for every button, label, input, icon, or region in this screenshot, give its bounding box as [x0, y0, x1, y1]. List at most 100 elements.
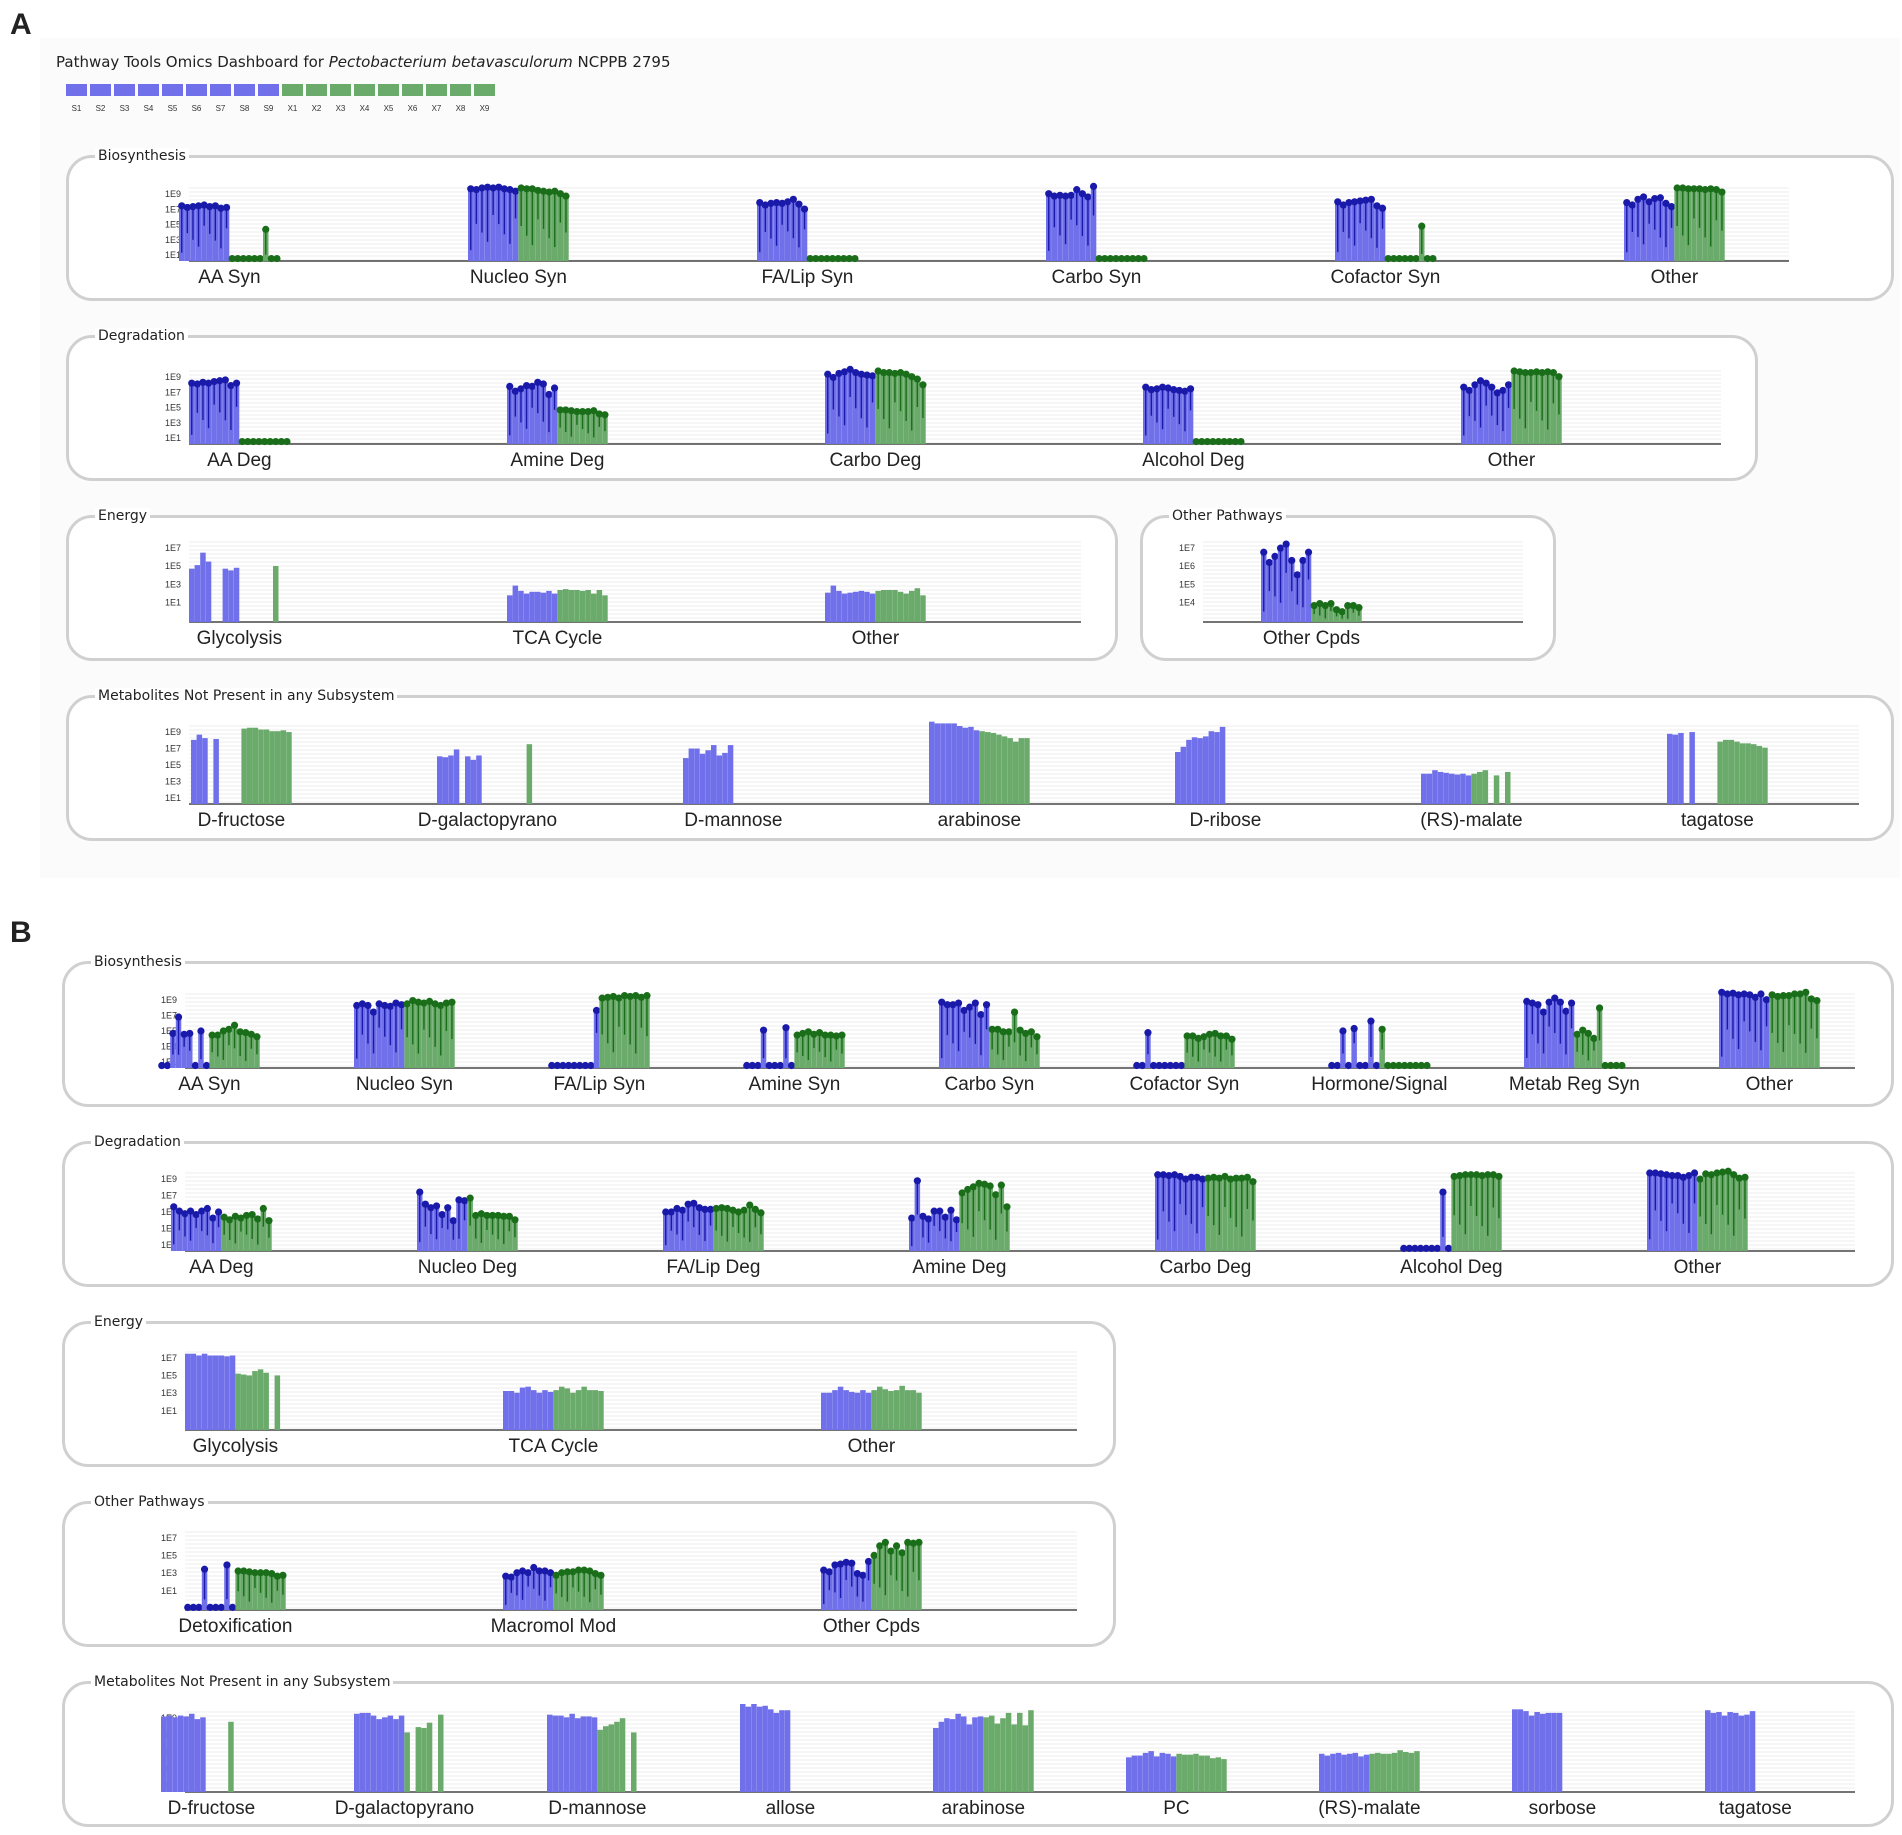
mean-point [784, 198, 792, 206]
group-label: Cofactor Syn [1330, 267, 1440, 288]
mean-point [163, 1061, 171, 1070]
mean-point [253, 1033, 261, 1041]
bar [1005, 1712, 1012, 1792]
bar [1568, 1003, 1575, 1068]
section-degradation-a: Degradation 1E9 1E7 1E5 1E3 1E1 AA Deg Amine D… [66, 328, 1758, 481]
bar [1460, 773, 1466, 804]
mean-point [500, 185, 508, 193]
mean-point [1384, 1061, 1392, 1070]
mean-point [1579, 1026, 1587, 1034]
bar [535, 190, 541, 261]
mean-point [1170, 386, 1178, 394]
bar [1756, 745, 1763, 804]
bar [575, 1718, 581, 1792]
mean-point [1456, 1172, 1464, 1180]
bar [184, 207, 191, 261]
mean-point [550, 384, 559, 392]
bar [1159, 1752, 1166, 1792]
y-tick-label: 1E5 [165, 220, 181, 230]
bar [1808, 998, 1815, 1068]
bar [944, 1718, 950, 1792]
bar [1193, 1753, 1199, 1792]
mean-point [505, 1212, 513, 1220]
mean-point [573, 407, 581, 416]
mean-point [256, 254, 264, 263]
mean-point [545, 188, 553, 196]
mean-point [548, 1061, 556, 1070]
mean-point [558, 1569, 566, 1577]
bar [1540, 1713, 1546, 1792]
bar [1727, 1712, 1733, 1792]
mean-point [909, 1539, 917, 1547]
bar [187, 1033, 193, 1068]
mean-point [553, 1061, 561, 1070]
mean-point [604, 993, 612, 1001]
bar [496, 187, 502, 261]
mean-point [1444, 1244, 1453, 1252]
bar [526, 744, 533, 804]
bar [575, 1390, 582, 1430]
group-label: Other [848, 1436, 896, 1457]
y-tick-label: 1E3 [161, 1042, 177, 1052]
bar [1266, 562, 1273, 622]
y-tick-label: 1E5 [165, 403, 181, 413]
mean-point [1538, 369, 1546, 377]
bar [1505, 384, 1512, 444]
bar [1289, 560, 1295, 622]
bar [830, 377, 837, 444]
bar [1022, 1725, 1029, 1792]
mean-point [615, 994, 623, 1002]
y-tick-label: 1E7 [161, 1353, 177, 1363]
mean-point [1033, 1033, 1041, 1041]
mean-point [1095, 254, 1103, 263]
mean-point [1361, 1061, 1369, 1070]
mean-point [881, 1538, 889, 1546]
mean-point [242, 1029, 250, 1037]
mean-point [1328, 1061, 1336, 1070]
mean-point [1338, 608, 1346, 616]
bar [269, 731, 275, 804]
mean-point [1117, 254, 1126, 263]
legend-swatch [450, 84, 471, 96]
mean-point [591, 1570, 599, 1578]
group-label: D-mannose [684, 810, 782, 831]
bar [1751, 744, 1757, 804]
section-energy-a: Energy 1E7 1E5 1E3 1E1 Glycolysis TCA Cycle Ot… [66, 508, 1118, 661]
mean-point [239, 254, 247, 263]
mean-point [662, 1208, 670, 1216]
mean-point [1123, 254, 1131, 263]
mean-point [578, 407, 587, 416]
mean-point [1332, 606, 1341, 614]
bar [1187, 388, 1194, 444]
bar [382, 1005, 388, 1068]
bar [847, 369, 853, 444]
bar [830, 585, 837, 622]
y-tick-label: 1E1 [161, 1406, 177, 1416]
bar [503, 1391, 509, 1430]
mean-point [840, 368, 849, 376]
mean-point [511, 1216, 519, 1224]
bar [1126, 1757, 1132, 1792]
mean-point [804, 1028, 812, 1036]
legend-label: S3 [120, 104, 130, 113]
bar [263, 729, 270, 804]
bar [181, 1034, 187, 1068]
bar [540, 592, 547, 622]
bar [1691, 188, 1697, 261]
mean-point [230, 1021, 239, 1029]
mean-point [232, 379, 241, 387]
bar [1187, 1754, 1194, 1792]
mean-point [381, 1001, 389, 1010]
mean-point [169, 1029, 177, 1038]
legend-swatch [306, 84, 327, 96]
mean-point [1735, 1174, 1743, 1182]
bar [711, 745, 717, 804]
chart-biosynthesis-a: 1E9 1E7 1E5 1E3 1E1 AA Syn Nucleo Syn FA/Lip Sy… [165, 182, 1789, 288]
bar [507, 595, 513, 622]
mean-point [1181, 387, 1189, 395]
mean-point [1400, 1244, 1408, 1252]
mean-point [1056, 191, 1064, 199]
mean-point [1176, 1172, 1184, 1181]
mean-point [217, 204, 225, 212]
mean-point [556, 406, 564, 414]
